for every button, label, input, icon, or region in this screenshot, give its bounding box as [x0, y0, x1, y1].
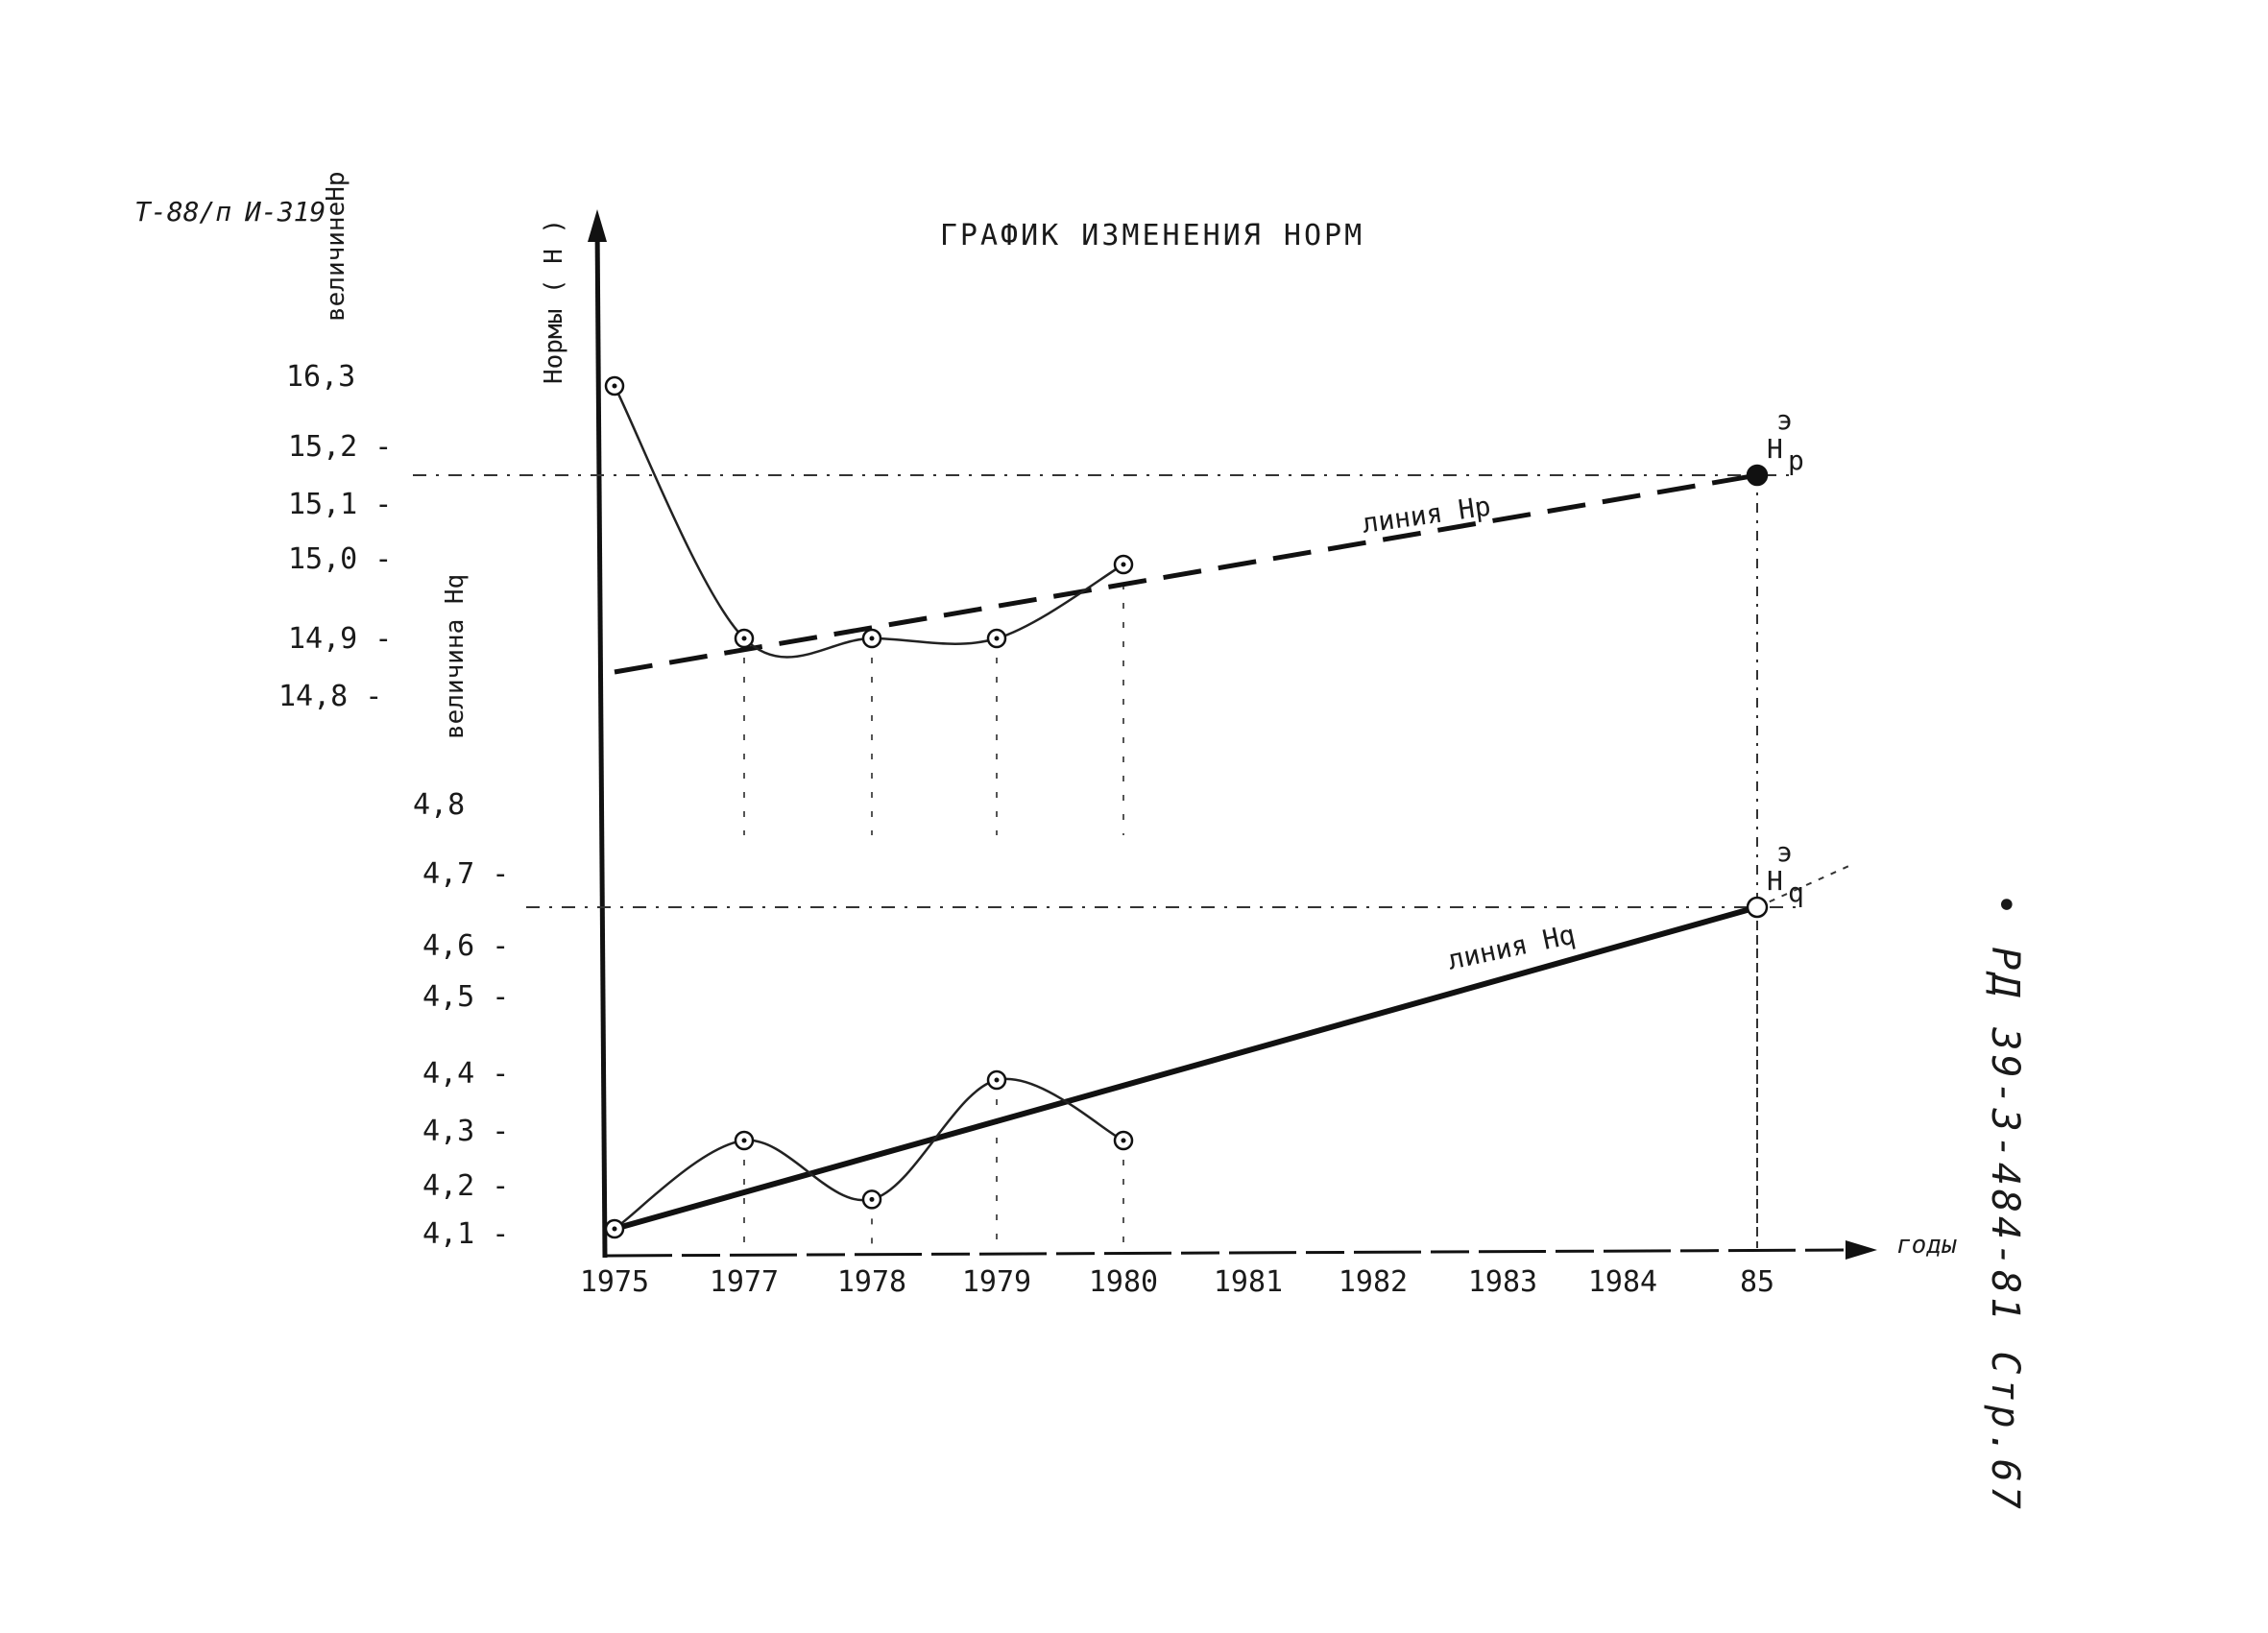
- x-tick-label: 85: [1740, 1265, 1774, 1299]
- x-tick-label: 1979: [962, 1265, 1031, 1299]
- y-tick-label: 4,6 -: [422, 929, 509, 963]
- x-tick-label: 1981: [1214, 1265, 1283, 1299]
- x-tick-label: 1982: [1339, 1265, 1408, 1299]
- actual-curve: [613, 385, 1124, 659]
- corner-note-2: И-319: [244, 196, 326, 228]
- x-tick-label: 1978: [837, 1265, 906, 1299]
- y-axis: [594, 222, 608, 1259]
- y-tick-label: 15,2 -: [288, 430, 392, 464]
- trend-line-label: линия Нр: [1360, 490, 1492, 539]
- x-axis-label: годы: [1896, 1231, 1957, 1260]
- corner-note: Т-88/п: [134, 196, 231, 228]
- actual-curves: [613, 385, 1124, 1231]
- y-tick-label: 4,1 -: [422, 1217, 509, 1251]
- data-point-center: [741, 1138, 747, 1143]
- data-point-center: [612, 383, 617, 389]
- target-label-sup: э: [1776, 404, 1793, 436]
- guide-lines: [413, 474, 1796, 1248]
- y-tick-label: 4,5 -: [422, 980, 509, 1014]
- trend-line: [614, 472, 1758, 675]
- x-tick-label: 1975: [580, 1265, 649, 1299]
- y-axis-arrow: [588, 209, 607, 242]
- data-point-center: [869, 636, 875, 641]
- data-point-center: [741, 636, 747, 641]
- x-tick-label: 1980: [1089, 1265, 1158, 1299]
- y-axis-label: Нормы ( Н ): [540, 219, 568, 384]
- x-axis-arrow: [1846, 1240, 1877, 1260]
- x-tick-label: 1977: [710, 1265, 779, 1299]
- upper-axis-label: величинеНр: [322, 171, 350, 322]
- data-point-center: [869, 1196, 875, 1202]
- y-tick-label: 4,3 -: [422, 1115, 509, 1148]
- y-tick-label: 4,7 -: [422, 857, 509, 891]
- y-tick-label: 14,8 -: [278, 680, 382, 713]
- target-label-sup: э: [1776, 836, 1793, 868]
- y-tick-label: 14,9 -: [288, 622, 392, 656]
- data-points: [604, 375, 1769, 1239]
- trend-line-label: линия Нq: [1445, 919, 1579, 976]
- lower-axis-label: величина Нq: [441, 574, 470, 739]
- data-point-center: [994, 636, 1000, 641]
- data-point-center: [994, 1077, 1000, 1083]
- target-point: [1746, 896, 1769, 919]
- y-tick-label: 15,1 -: [288, 488, 392, 521]
- target-label: Н: [1767, 433, 1783, 465]
- y-tick-label: 16,3: [286, 360, 355, 394]
- y-tick-label: 4,4 -: [422, 1057, 509, 1091]
- target-label-sub: р: [1788, 444, 1804, 476]
- side-code: • РД 39-3-484-81 Стр.67: [1983, 893, 2027, 1513]
- x-axis: [604, 1248, 1854, 1258]
- y-tick-label: 4,8: [413, 788, 465, 822]
- trend-lines: [614, 472, 1854, 1232]
- data-point-center: [612, 1226, 617, 1232]
- target-label-sub: q: [1788, 877, 1804, 908]
- y-tick-labels: 16,3 15,2 - 15,1 - 15,0 - 14,9 - 14,8 - 4,8 4,7…: [278, 360, 509, 1251]
- y-tick-label: 4,2 -: [422, 1169, 509, 1203]
- target-label: Н: [1767, 865, 1783, 897]
- data-point-center: [1121, 1138, 1126, 1143]
- x-tick-label: 1984: [1588, 1265, 1657, 1299]
- data-point-center: [1121, 562, 1126, 567]
- target-point: [1746, 464, 1769, 487]
- chart-title: ГРАФИК ИЗМЕНЕНИЯ НОРМ: [940, 219, 1364, 252]
- y-tick-label: 15,0 -: [288, 542, 392, 576]
- trend-extension: [1756, 863, 1854, 908]
- trend-line: [614, 904, 1758, 1232]
- x-tick-label: 1983: [1468, 1265, 1537, 1299]
- x-tick-labels: 1975 1977 1978 1979 1980 1981 1982 1983 1984 85: [580, 1265, 1774, 1299]
